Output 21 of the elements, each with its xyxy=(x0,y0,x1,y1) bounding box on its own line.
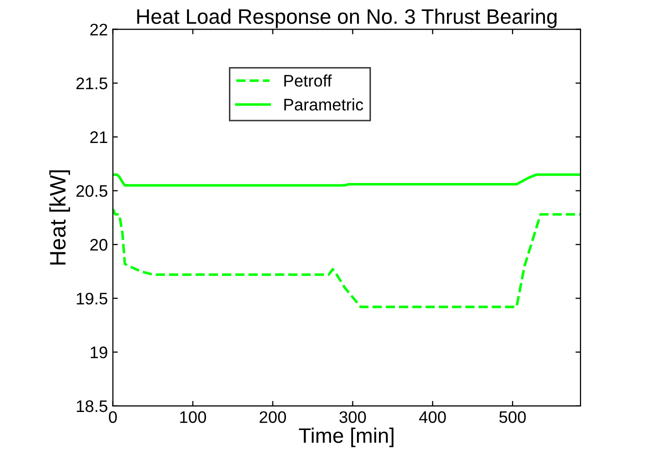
y-tick-label: 19.5 xyxy=(76,292,108,305)
chart-title: Heat Load Response on No. 3 Thrust Bearing xyxy=(137,8,557,28)
x-tick-label: 0 xyxy=(108,411,117,424)
x-tick-label: 400 xyxy=(419,411,446,424)
y-tick-label: 21.5 xyxy=(76,78,108,90)
legend-label: Petroff xyxy=(284,74,332,87)
legend-label: Parametric xyxy=(284,98,364,111)
y-tick-label: 20.5 xyxy=(76,185,108,197)
y-tick-label: 19 xyxy=(90,346,108,358)
y-tick-label: 20 xyxy=(90,238,108,251)
x-tick-label: 100 xyxy=(180,411,206,424)
y-tick-label: 22 xyxy=(90,24,108,36)
x-tick-label: 300 xyxy=(339,411,366,424)
x-tick-label: 500 xyxy=(499,411,526,424)
x-tick-label: 200 xyxy=(260,411,286,424)
y-axis-title: Heat [kW] xyxy=(49,170,70,265)
x-axis-title: Time [min] xyxy=(298,428,394,448)
line-series xyxy=(112,173,580,187)
line-series xyxy=(112,208,580,308)
y-tick-label: 18.5 xyxy=(76,400,108,412)
y-tick-label: 21 xyxy=(90,131,108,143)
